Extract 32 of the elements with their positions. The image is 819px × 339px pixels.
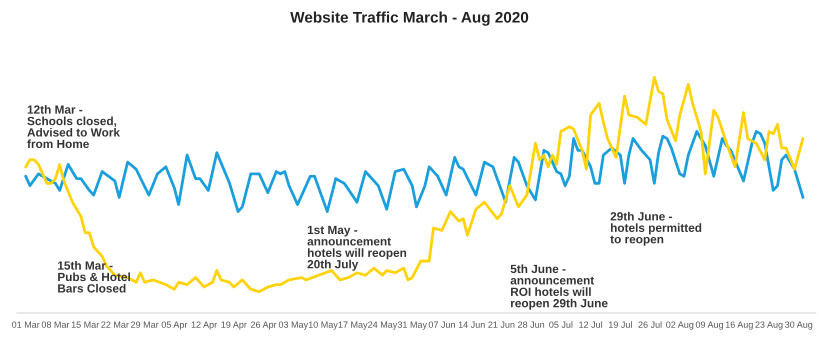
x-tick-label: 14 Jun xyxy=(458,322,485,328)
x-tick-label: 08 Mar xyxy=(42,321,70,328)
x-tick-label: 12 Jul xyxy=(579,321,602,328)
chart-title: Website Traffic March - Aug 2020 xyxy=(290,11,528,26)
annotation: 1st May - announcement hotels will reopen 20th July xyxy=(307,226,406,271)
x-tick-label: 28 Jun xyxy=(518,321,544,328)
x-tick-label: 01 Mar xyxy=(12,321,40,328)
x-tick-label: 26 Jul xyxy=(638,321,662,328)
x-tick-label: 15 Mar xyxy=(72,322,100,328)
x-tick-label: 21 Jun xyxy=(488,321,514,328)
annotation: 29th June - hotels permitted to reopen xyxy=(610,212,702,246)
x-tick-label: 03 May xyxy=(278,321,308,330)
x-tick-label: 05 Jul xyxy=(549,321,572,328)
x-tick-label: 17 May xyxy=(338,322,368,330)
annotation: 12th Mar - Schools closed, Advised to Work from Home xyxy=(27,105,120,148)
x-tick-label: 09 Aug xyxy=(696,321,724,330)
x-tick-label: 02 Aug xyxy=(666,321,694,330)
x-tick-label: 22 Mar xyxy=(101,321,129,328)
annotation: 5th June - announcement ROI hotels will reopen 29th June xyxy=(510,264,608,310)
x-tick-label: 31 May xyxy=(398,321,427,330)
x-tick-label: 29 Mar xyxy=(131,321,159,328)
x-tick-label: 19 Jul xyxy=(608,321,632,328)
x-tick-label: 26 Apr xyxy=(250,321,276,330)
x-tick-label: 05 Apr xyxy=(162,321,188,330)
x-tick-label: 07 Jun xyxy=(428,321,455,328)
x-tick-label: 12 Apr xyxy=(192,321,217,330)
x-tick-label: 30 Aug xyxy=(785,321,812,330)
x-tick-label: 23 Aug xyxy=(755,321,782,330)
x-tick-label: 19 Apr xyxy=(221,321,247,330)
x-tick-label: 16 Aug xyxy=(726,321,753,330)
x-tick-label: 24 May xyxy=(368,321,398,330)
x-tick-label: 10 May xyxy=(308,321,338,330)
